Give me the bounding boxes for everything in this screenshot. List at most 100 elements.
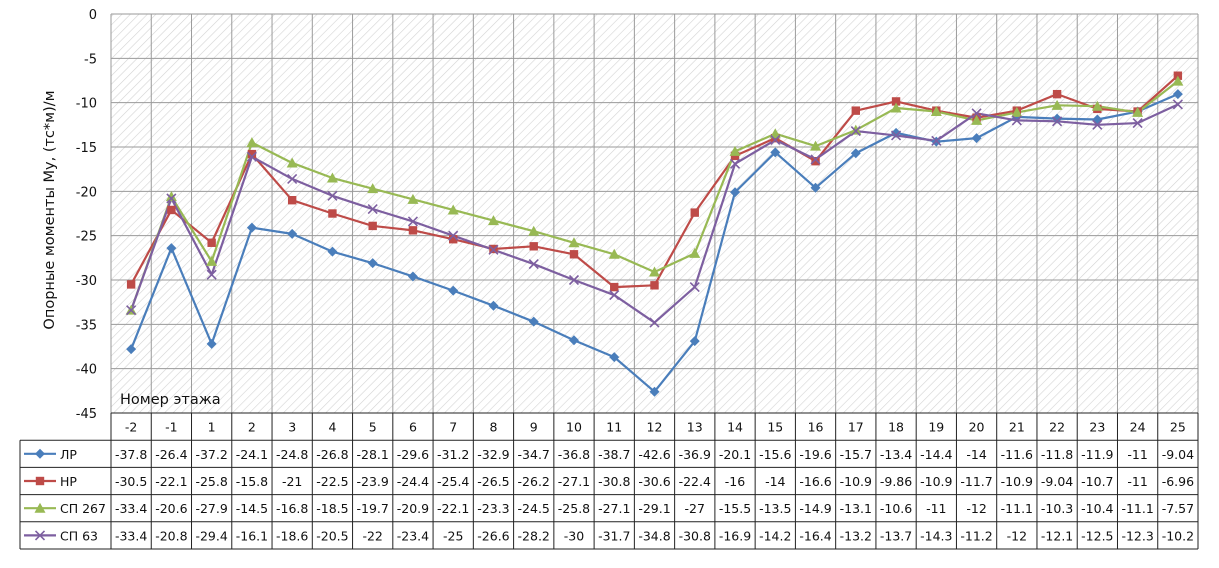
x-tick-label: 3 bbox=[288, 420, 296, 435]
data-label: -20.5 bbox=[316, 528, 348, 543]
data-label: -20.8 bbox=[155, 528, 187, 543]
x-tick-label: 12 bbox=[647, 420, 663, 435]
legend-key-marker bbox=[34, 530, 46, 541]
data-point bbox=[650, 281, 659, 290]
data-point bbox=[1132, 106, 1144, 117]
data-point bbox=[1091, 100, 1103, 111]
data-point bbox=[568, 335, 579, 346]
y-tick-label: -25 bbox=[76, 230, 97, 245]
data-label: -13.7 bbox=[880, 528, 912, 543]
data-label: -20.1 bbox=[719, 447, 751, 462]
data-label: -10.9 bbox=[840, 474, 872, 489]
data-label: -9.86 bbox=[880, 474, 912, 489]
data-table: -2 -1 1 2 3 4 5 6 7 8 9 10 11 12 13 14 15 16 17 18 19 20 21 22 2… bbox=[19, 412, 1199, 550]
data-label: -42.6 bbox=[638, 447, 670, 462]
series-markers bbox=[125, 71, 1184, 397]
data-label: -7.57 bbox=[1162, 501, 1194, 516]
data-label: -11 bbox=[1127, 447, 1147, 462]
data-point bbox=[126, 305, 137, 316]
data-label: -34.8 bbox=[638, 528, 670, 543]
data-label: -32.9 bbox=[477, 447, 509, 462]
y-axis: 0 -5 -10 -15 -20 -25 -30 -35 -40 -45 bbox=[76, 8, 97, 422]
data-label: -6.96 bbox=[1162, 474, 1194, 489]
data-point bbox=[407, 216, 419, 227]
data-point bbox=[367, 183, 379, 194]
data-label: -10.7 bbox=[1081, 474, 1113, 489]
data-label: -11 bbox=[926, 501, 946, 516]
data-point bbox=[810, 140, 822, 151]
y-tick-label: -20 bbox=[76, 185, 97, 200]
data-point bbox=[971, 108, 982, 119]
data-label: -10.3 bbox=[1041, 501, 1073, 516]
data-label: -29.1 bbox=[638, 501, 670, 516]
data-point bbox=[487, 215, 499, 226]
data-label: -11.8 bbox=[1041, 447, 1073, 462]
data-point bbox=[770, 147, 781, 158]
data-point bbox=[609, 352, 620, 363]
legend-label: НР bbox=[60, 474, 77, 489]
data-point bbox=[408, 226, 418, 235]
data-point bbox=[246, 222, 257, 233]
data-label: -12 bbox=[966, 501, 986, 516]
data-label: -13.1 bbox=[840, 501, 872, 516]
data-point bbox=[769, 128, 781, 139]
data-point bbox=[890, 130, 902, 141]
data-point bbox=[407, 271, 418, 282]
y-tick-label: -40 bbox=[76, 363, 97, 378]
data-label: -30.8 bbox=[598, 474, 630, 489]
data-point bbox=[649, 317, 660, 328]
data-label: -36.9 bbox=[679, 447, 711, 462]
data-label: -27.1 bbox=[558, 474, 590, 489]
data-point bbox=[528, 258, 539, 270]
data-point bbox=[126, 344, 137, 355]
legend-key-marker bbox=[35, 448, 45, 459]
x-tick-label: 15 bbox=[767, 420, 783, 435]
data-label: -10.9 bbox=[1001, 474, 1033, 489]
data-label: -12 bbox=[1007, 528, 1027, 543]
data-point bbox=[930, 106, 942, 117]
data-label: -14 bbox=[966, 447, 986, 462]
data-point bbox=[971, 114, 983, 125]
data-label: -10.6 bbox=[880, 501, 912, 516]
data-label: -22.5 bbox=[316, 474, 348, 489]
data-point bbox=[649, 386, 660, 397]
data-point bbox=[690, 208, 699, 217]
data-label: -24.8 bbox=[276, 447, 308, 462]
legend-key-marker bbox=[35, 476, 45, 486]
data-point bbox=[851, 106, 860, 115]
data-label: -18.5 bbox=[316, 501, 348, 516]
data-label: -14.2 bbox=[759, 528, 791, 543]
data-label: -28.1 bbox=[357, 447, 389, 462]
data-label: -9.04 bbox=[1041, 474, 1073, 489]
data-label: -27 bbox=[685, 501, 705, 516]
data-label: -30 bbox=[564, 528, 584, 543]
data-label: -25.4 bbox=[437, 474, 469, 489]
data-point bbox=[327, 190, 338, 201]
data-label: -26.6 bbox=[477, 528, 509, 543]
data-label: -28.2 bbox=[518, 528, 550, 543]
data-point bbox=[609, 290, 620, 301]
y-tick-label: -10 bbox=[76, 97, 97, 112]
data-label: -13.5 bbox=[759, 501, 791, 516]
data-label: -10.2 bbox=[1162, 528, 1194, 543]
data-point bbox=[1092, 119, 1103, 130]
data-label: -26.5 bbox=[477, 474, 509, 489]
data-point bbox=[488, 300, 499, 311]
data-point bbox=[528, 316, 539, 327]
x-tick-label: 20 bbox=[969, 420, 985, 435]
x-axis-title: Номер этажа bbox=[120, 392, 221, 408]
data-label: -26.4 bbox=[155, 447, 187, 462]
x-tick-label: 16 bbox=[808, 420, 824, 435]
data-label: -23.4 bbox=[397, 528, 429, 543]
data-point bbox=[326, 172, 338, 183]
data-point bbox=[689, 247, 701, 258]
data-label: -12.1 bbox=[1041, 528, 1073, 543]
data-label: -37.8 bbox=[115, 447, 147, 462]
y-tick-label: -35 bbox=[76, 318, 97, 333]
data-label: -30.5 bbox=[115, 474, 147, 489]
data-label: -24.5 bbox=[518, 501, 550, 516]
data-label: -25.8 bbox=[195, 474, 227, 489]
data-point bbox=[1132, 117, 1143, 129]
data-label: -29.4 bbox=[195, 528, 227, 543]
